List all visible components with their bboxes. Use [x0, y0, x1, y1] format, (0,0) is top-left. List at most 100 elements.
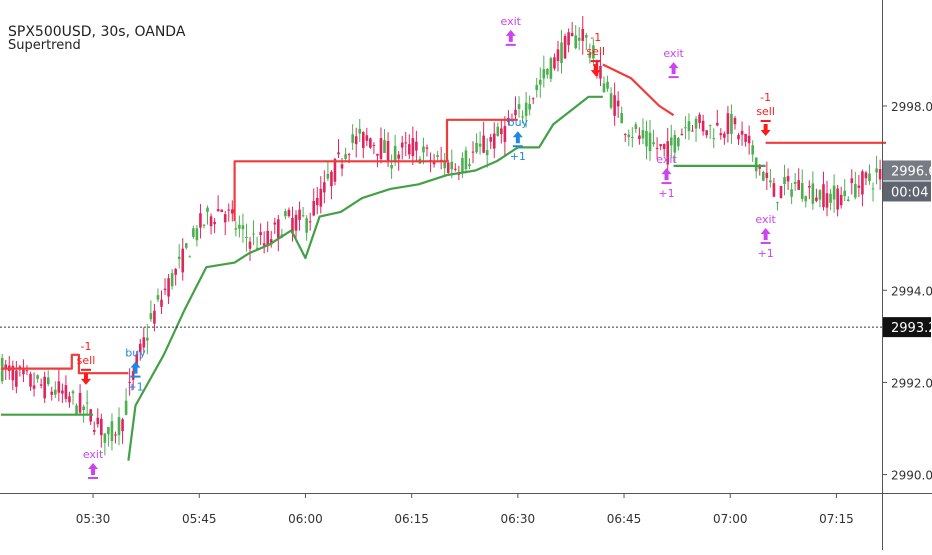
candle-body	[142, 337, 146, 348]
candle-body	[599, 65, 602, 79]
candle-body	[751, 145, 754, 155]
crosshair-price-badge-bg	[883, 317, 931, 338]
signal-label: exit	[501, 15, 522, 28]
candle-body	[216, 208, 220, 211]
candle-body	[259, 232, 262, 236]
candle-body	[652, 142, 655, 145]
candle-body	[478, 143, 482, 147]
candle-body	[684, 127, 687, 129]
candle-body	[400, 142, 404, 148]
candle-body	[825, 193, 829, 208]
marker-bar	[130, 375, 141, 378]
candle-body	[121, 419, 124, 432]
marker-bar	[668, 76, 679, 79]
candle-body	[333, 158, 337, 182]
candle-body	[528, 103, 531, 110]
x-tick-label: 06:00	[288, 512, 323, 526]
candle-body	[195, 228, 199, 241]
candle-body	[245, 236, 248, 239]
candle-body	[262, 243, 266, 246]
candle-body	[29, 373, 32, 387]
candle-body	[570, 32, 574, 37]
x-tick-label: 06:30	[501, 512, 536, 526]
candle-body	[631, 136, 634, 138]
countdown-badge: 00:04	[891, 185, 928, 200]
candle-body	[655, 147, 659, 149]
candle-body	[220, 209, 223, 213]
candle-body	[209, 216, 213, 227]
candle-body	[846, 199, 850, 201]
candle-body	[68, 396, 71, 403]
candle-body	[854, 183, 857, 198]
candle-body	[138, 343, 142, 353]
candle-body	[252, 233, 255, 235]
marker-bar	[88, 476, 99, 479]
exit-signal: exit +1	[755, 213, 776, 260]
candle-body	[446, 162, 450, 173]
arrow-up-icon	[88, 462, 99, 475]
last-price-badge: 2996.6	[891, 164, 932, 179]
candle-body	[347, 154, 351, 156]
candle-body	[818, 190, 822, 200]
sell-signal: sell-1	[756, 91, 775, 137]
indicator-label[interactable]: Supertrend	[8, 38, 81, 53]
last-price-badge-bg	[883, 160, 931, 181]
candle-body	[404, 142, 408, 144]
candle-body	[531, 98, 535, 100]
candle-body	[32, 385, 36, 389]
candle-body	[92, 430, 96, 432]
exit-signal: exit	[663, 47, 685, 79]
candle-body	[535, 84, 539, 91]
candle-body	[167, 278, 170, 297]
arrow-up-icon	[130, 361, 141, 374]
candle-body	[577, 37, 581, 41]
candle-body	[443, 161, 446, 169]
candle-body	[762, 172, 765, 181]
marker-bar	[505, 43, 516, 46]
candle-body	[266, 230, 269, 247]
marker-bar	[661, 182, 672, 185]
signal-label: exit	[663, 47, 684, 60]
candle-body	[107, 427, 110, 435]
candle-body	[500, 128, 503, 135]
candle-body	[691, 130, 694, 132]
x-tick-label: 05:30	[76, 512, 111, 526]
candle-body	[11, 365, 15, 381]
marker-bar	[590, 60, 601, 63]
candle-body	[57, 381, 61, 393]
candle-body	[638, 135, 641, 140]
candle-body	[482, 135, 485, 153]
candle-body	[202, 224, 206, 226]
candle-body	[496, 126, 500, 137]
candle-body	[153, 310, 156, 324]
candle-body	[758, 166, 762, 169]
candle-body	[408, 144, 411, 155]
candle-body	[878, 169, 882, 180]
arrow-up-icon	[661, 168, 672, 181]
candle-body	[174, 268, 177, 275]
signal-label: exit	[83, 448, 104, 461]
supertrend-down-line	[233, 118, 518, 222]
candle-body	[312, 200, 316, 216]
symbol-title: SPX500USD, 30s, OANDA	[8, 24, 186, 40]
candle-body	[730, 113, 733, 134]
candle-body	[284, 211, 287, 217]
candle-body	[315, 197, 319, 206]
candle-body	[369, 138, 372, 148]
candle-body	[149, 313, 153, 320]
candle-body	[192, 228, 195, 237]
candle-body	[415, 141, 418, 151]
marker-bar	[512, 145, 523, 148]
candle-body	[383, 140, 386, 153]
candle-body	[804, 196, 808, 202]
candle-body	[669, 137, 673, 146]
candle-body	[372, 144, 376, 146]
candle-body	[574, 35, 577, 49]
candle-body	[864, 172, 868, 179]
candle-body	[337, 152, 340, 155]
candle-body	[677, 138, 680, 147]
supertrend-down-line	[602, 63, 675, 117]
